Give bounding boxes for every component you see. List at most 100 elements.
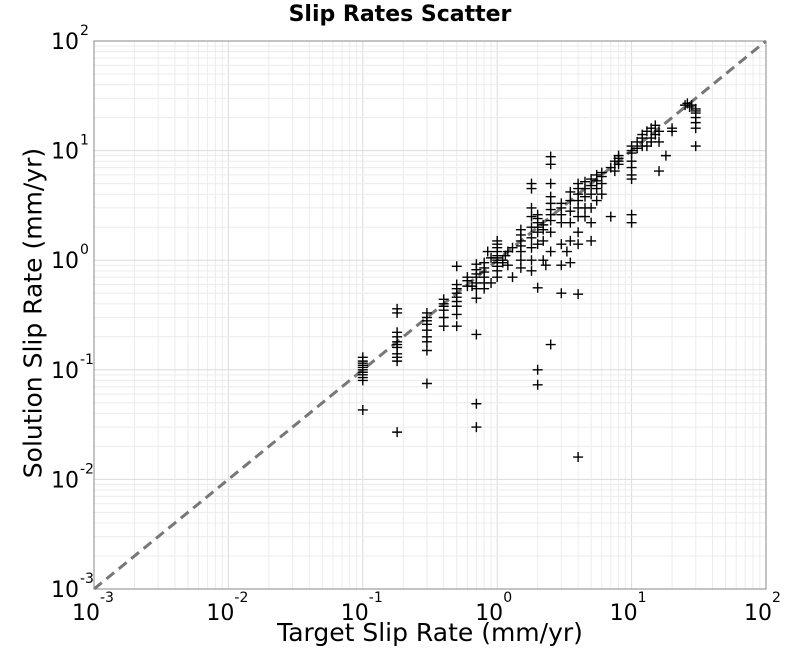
data-point [515,224,526,235]
data-point [626,141,637,152]
data-point [451,279,462,290]
data-points [357,98,701,463]
data-point [392,427,403,438]
y-tick-label: 10 [51,140,79,165]
data-point [502,260,513,271]
x-tick-exponent: -1 [369,590,383,606]
data-point [596,189,607,200]
data-point [471,259,482,270]
data-point [545,227,556,238]
data-point [690,103,701,114]
data-point [573,289,584,300]
data-point [538,219,549,230]
data-point [471,422,482,433]
data-point [471,398,482,409]
data-point [515,262,526,273]
data-point [684,101,695,112]
data-point [540,260,551,271]
y-tick-exponent: 2 [80,23,89,39]
data-point [392,339,403,350]
data-point [586,235,597,246]
x-tick-exponent: 0 [503,590,512,606]
data-point [438,321,449,332]
data-point [565,235,576,246]
x-tick-exponent: 2 [772,590,781,606]
data-point [492,235,503,246]
data-point [392,352,403,363]
data-point [586,217,597,228]
data-point [532,239,543,250]
data-point [532,282,543,293]
data-point [545,191,556,202]
data-point [565,186,576,197]
data-point [462,272,473,283]
data-point [591,195,602,206]
y-tick-exponent: 0 [80,242,89,258]
data-point [641,141,652,152]
data-point [471,293,482,304]
data-point [545,246,556,257]
chart-title: Slip Rates Scatter [288,2,512,27]
data-point [654,136,665,147]
data-point [556,260,567,271]
data-point [573,239,584,250]
x-tick-label: 10 [744,601,772,626]
data-point [538,235,549,246]
y-tick-label: 10 [51,468,79,493]
data-point [565,217,576,228]
data-point [586,174,597,185]
data-point [573,452,584,463]
data-point [526,265,537,276]
data-point [392,303,403,314]
y-tick-exponent: 1 [80,133,89,149]
data-point [507,242,518,253]
data-point [579,176,590,187]
data-point [451,261,462,272]
data-point [626,174,637,185]
data-point [690,141,701,152]
y-tick-label: 10 [51,578,79,603]
data-point [526,255,537,266]
reference-line-group [93,39,767,591]
data-point [626,209,637,220]
data-point [573,178,584,189]
data-point [500,250,511,261]
data-point [526,242,537,253]
data-point [545,151,556,162]
x-tick-exponent: 1 [638,590,647,606]
data-point [526,232,537,243]
y-tick-label: 10 [51,30,79,55]
data-point [357,358,368,369]
data-point [507,272,518,283]
x-tick-label: 10 [610,601,638,626]
data-point [565,206,576,217]
x-tick-label: 10 [341,601,369,626]
x-tick-exponent: -2 [234,590,248,606]
data-point [586,189,597,200]
data-point [421,345,432,356]
data-point [591,169,602,180]
data-point [479,257,490,268]
data-point [632,136,643,147]
y-tick-exponent: -2 [80,461,94,477]
data-point [526,202,537,213]
data-point [586,202,597,213]
x-axis-label: Target Slip Rate (mm/yr) [277,618,583,647]
data-point [532,209,543,220]
data-point [650,120,661,131]
data-point [654,166,665,177]
data-point [654,126,665,137]
x-tick-label: 10 [206,601,234,626]
data-point [667,123,678,134]
x-tick-label: 10 [475,601,503,626]
data-point [565,257,576,268]
y-tick-label: 10 [51,359,79,384]
data-point [497,255,508,266]
grid [93,41,766,590]
y-tick-exponent: -1 [80,352,94,368]
data-point [609,166,620,177]
data-point [421,378,432,389]
